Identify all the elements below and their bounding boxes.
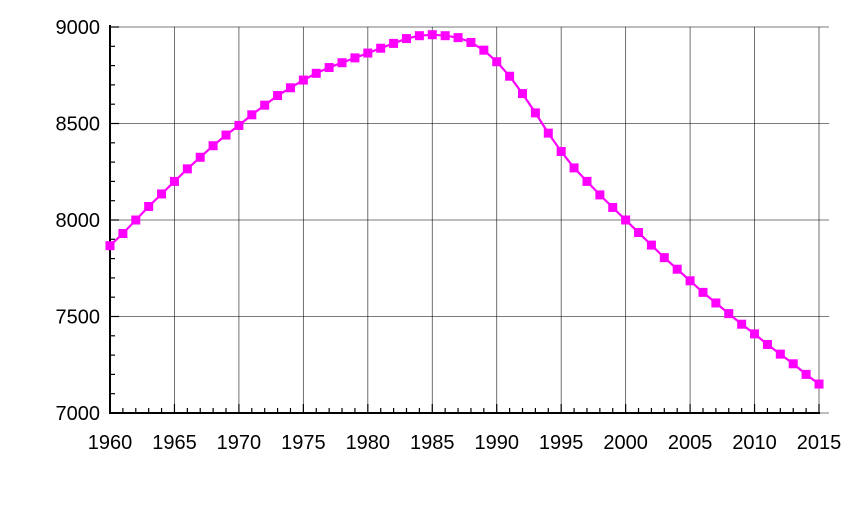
data-point xyxy=(144,201,154,211)
y-tick-label: 7000 xyxy=(56,403,101,425)
data-point xyxy=(569,163,579,173)
data-point xyxy=(208,141,218,151)
data-point xyxy=(131,215,141,225)
data-point xyxy=(273,91,283,101)
x-tick-label: 2005 xyxy=(668,432,713,454)
data-point xyxy=(582,176,592,186)
data-point xyxy=(285,83,295,93)
data-point xyxy=(363,48,373,58)
x-tick-label: 1985 xyxy=(410,432,455,454)
grid xyxy=(109,26,829,414)
x-tick-label: 1980 xyxy=(346,432,391,454)
series-line xyxy=(109,33,820,385)
y-tick-label: 7500 xyxy=(56,307,101,329)
y-tick-labels: 7000 7500 8000 8500 9000 xyxy=(56,17,101,425)
x-tick-label: 1965 xyxy=(152,432,197,454)
data-point xyxy=(762,339,772,349)
data-point xyxy=(608,202,618,212)
data-point xyxy=(530,108,540,118)
data-point xyxy=(401,34,411,44)
x-tick-label: 1995 xyxy=(539,432,584,454)
data-point xyxy=(118,229,128,239)
y-tick-label: 8000 xyxy=(56,210,101,232)
data-point xyxy=(157,189,167,199)
data-point xyxy=(595,190,605,200)
data-point xyxy=(440,31,450,41)
data-point xyxy=(350,53,360,63)
data-point xyxy=(737,319,747,329)
data-point xyxy=(298,75,308,85)
data-point xyxy=(814,379,824,389)
data-point xyxy=(414,31,424,41)
data-point xyxy=(659,253,669,263)
data-point xyxy=(427,30,437,40)
data-point xyxy=(698,287,708,297)
x-tick-label: 1970 xyxy=(217,432,262,454)
data-point xyxy=(801,369,811,379)
data-point xyxy=(453,33,463,43)
data-point xyxy=(105,241,115,251)
y-tick-label: 8500 xyxy=(56,114,101,136)
data-point xyxy=(685,276,695,286)
data-point xyxy=(556,146,566,156)
data-point xyxy=(505,71,515,81)
axes xyxy=(109,25,820,414)
data-point xyxy=(479,45,489,55)
x-tick-label: 1990 xyxy=(474,432,519,454)
data-point xyxy=(646,240,656,250)
data-point xyxy=(466,37,476,47)
data-point xyxy=(492,57,502,67)
data-point xyxy=(788,359,798,369)
data-point xyxy=(221,130,231,140)
data-point xyxy=(775,349,785,359)
data-point xyxy=(750,329,760,339)
data-point xyxy=(324,63,334,73)
x-tick-labels: 1960 1965 1970 1975 1980 1985 1990 1995 2000 2005… xyxy=(88,432,842,454)
data-point xyxy=(182,164,192,174)
data-point xyxy=(724,309,734,319)
series xyxy=(105,30,824,389)
data-point xyxy=(518,89,528,99)
data-point xyxy=(247,110,257,120)
data-point xyxy=(672,264,682,274)
data-point xyxy=(311,68,321,78)
data-point xyxy=(543,128,553,138)
data-point xyxy=(389,38,399,48)
data-point xyxy=(195,152,205,162)
data-point xyxy=(169,176,179,186)
y-tick-label: 9000 xyxy=(56,17,101,39)
data-point xyxy=(634,228,644,238)
x-tick-label: 1975 xyxy=(281,432,326,454)
data-point xyxy=(260,100,270,110)
data-point xyxy=(621,215,631,225)
data-point xyxy=(337,58,347,68)
data-point xyxy=(376,43,386,53)
x-tick-label: 2000 xyxy=(603,432,648,454)
x-tick-label: 2015 xyxy=(797,432,842,454)
x-tick-label: 2010 xyxy=(732,432,777,454)
data-point xyxy=(711,298,721,308)
data-point xyxy=(234,120,244,130)
x-tick-label: 1960 xyxy=(88,432,133,454)
